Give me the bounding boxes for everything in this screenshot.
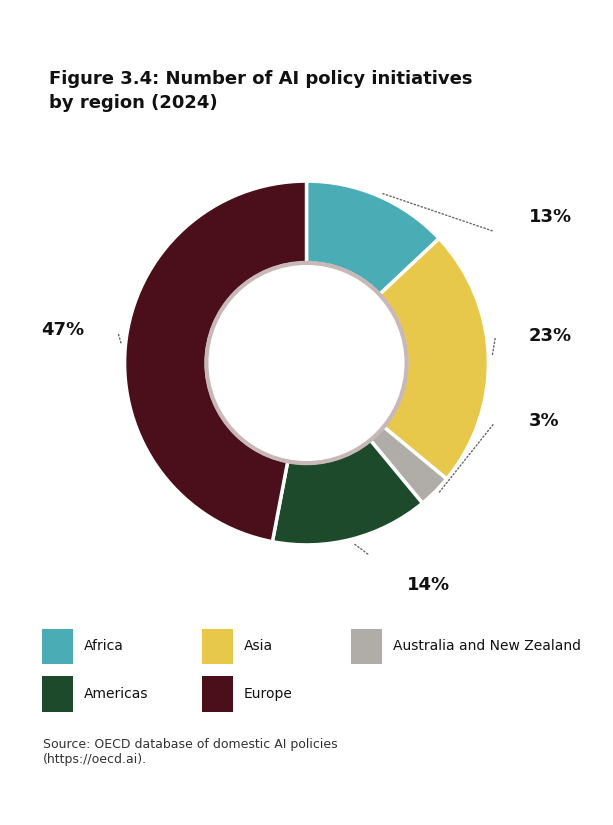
Bar (202, 629, 233, 664)
Wedge shape (370, 427, 447, 503)
Wedge shape (379, 238, 489, 479)
Bar (42, 629, 73, 664)
Wedge shape (272, 440, 422, 545)
Text: Europe: Europe (244, 687, 292, 701)
Text: 3%: 3% (528, 412, 559, 430)
Bar (42, 676, 73, 712)
Circle shape (209, 266, 404, 460)
Text: 13%: 13% (528, 209, 571, 226)
Bar (202, 676, 233, 712)
Bar (351, 629, 381, 664)
Text: 47%: 47% (42, 321, 85, 339)
Text: Figure 3.4: Number of AI policy initiatives
by region (2024): Figure 3.4: Number of AI policy initiati… (49, 70, 473, 111)
Text: Asia: Asia (244, 639, 273, 653)
Circle shape (205, 262, 408, 464)
Text: 14%: 14% (406, 576, 450, 594)
Text: Australia and New Zealand: Australia and New Zealand (393, 639, 581, 653)
Text: Americas: Americas (83, 687, 148, 701)
Wedge shape (306, 181, 439, 295)
Text: 23%: 23% (528, 327, 571, 345)
Wedge shape (124, 181, 306, 542)
Text: Source: OECD database of domestic AI policies
(https://oecd.ai).: Source: OECD database of domestic AI pol… (43, 738, 338, 766)
Text: Africa: Africa (83, 639, 124, 653)
